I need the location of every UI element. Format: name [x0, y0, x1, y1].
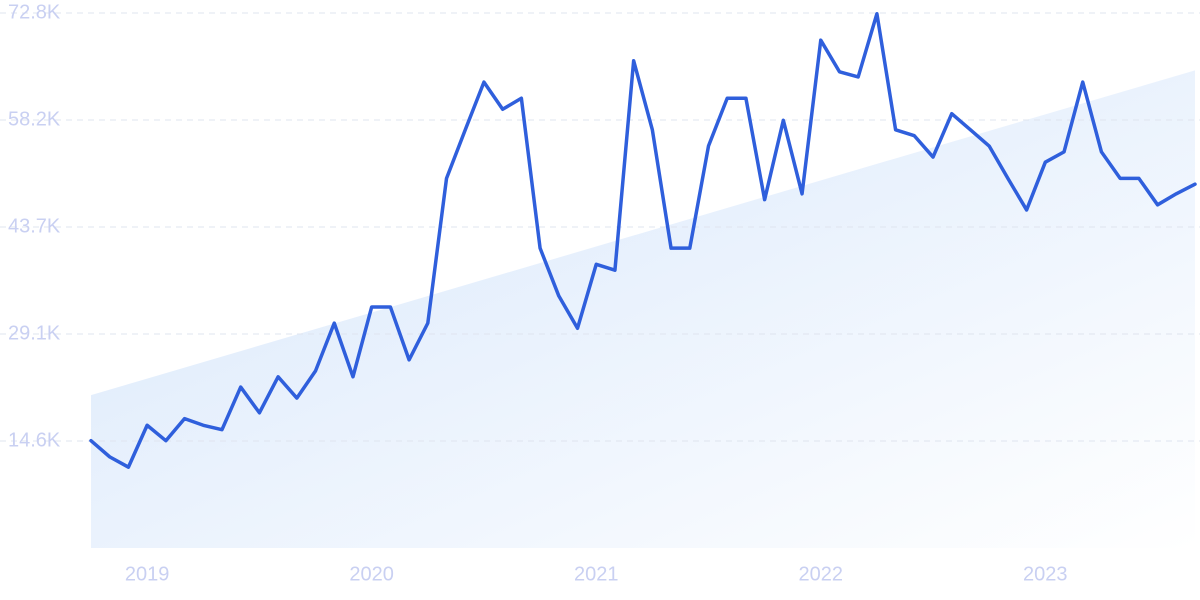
y-tick-label: 72.8K: [8, 1, 61, 23]
x-tick-label: 2022: [799, 563, 844, 585]
x-tick-label: 2023: [1023, 563, 1068, 585]
y-tick-label: 14.6K: [8, 429, 61, 451]
x-tick-label: 2020: [349, 563, 394, 585]
y-tick-label: 43.7K: [8, 215, 61, 237]
x-tick-label: 2019: [125, 563, 170, 585]
trend-area: [91, 70, 1195, 549]
y-tick-label: 58.2K: [8, 108, 61, 130]
y-tick-label: 29.1K: [8, 322, 61, 344]
line: [89, 11, 1197, 469]
x-tick-label: 2021: [574, 563, 619, 585]
